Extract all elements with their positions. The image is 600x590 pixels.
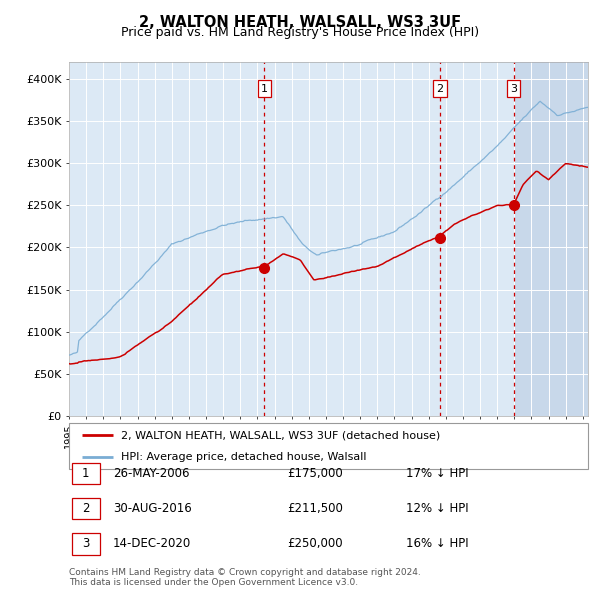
Text: This data is licensed under the Open Government Licence v3.0.: This data is licensed under the Open Gov… bbox=[69, 578, 358, 587]
Text: £175,000: £175,000 bbox=[287, 467, 343, 480]
Text: 16% ↓ HPI: 16% ↓ HPI bbox=[406, 537, 469, 550]
Text: 3: 3 bbox=[82, 537, 89, 550]
Bar bbox=[71, 498, 100, 519]
Text: 3: 3 bbox=[510, 84, 517, 93]
Text: £250,000: £250,000 bbox=[287, 537, 343, 550]
Text: £211,500: £211,500 bbox=[287, 502, 343, 515]
Text: 2, WALTON HEATH, WALSALL, WS3 3UF (detached house): 2, WALTON HEATH, WALSALL, WS3 3UF (detac… bbox=[121, 431, 440, 441]
Text: Price paid vs. HM Land Registry's House Price Index (HPI): Price paid vs. HM Land Registry's House … bbox=[121, 26, 479, 39]
Text: 1: 1 bbox=[261, 84, 268, 93]
Text: 30-AUG-2016: 30-AUG-2016 bbox=[113, 502, 192, 515]
Text: 14-DEC-2020: 14-DEC-2020 bbox=[113, 537, 191, 550]
Text: 2, WALTON HEATH, WALSALL, WS3 3UF: 2, WALTON HEATH, WALSALL, WS3 3UF bbox=[139, 15, 461, 30]
Text: 26-MAY-2006: 26-MAY-2006 bbox=[113, 467, 190, 480]
Text: 17% ↓ HPI: 17% ↓ HPI bbox=[406, 467, 469, 480]
Text: 2: 2 bbox=[82, 502, 89, 515]
Bar bbox=[71, 533, 100, 555]
Bar bbox=[514, 62, 600, 416]
Text: 12% ↓ HPI: 12% ↓ HPI bbox=[406, 502, 469, 515]
Text: 2: 2 bbox=[436, 84, 443, 93]
Text: Contains HM Land Registry data © Crown copyright and database right 2024.: Contains HM Land Registry data © Crown c… bbox=[69, 568, 421, 576]
Bar bbox=[71, 463, 100, 484]
Text: HPI: Average price, detached house, Walsall: HPI: Average price, detached house, Wals… bbox=[121, 451, 367, 461]
Text: 1: 1 bbox=[82, 467, 89, 480]
